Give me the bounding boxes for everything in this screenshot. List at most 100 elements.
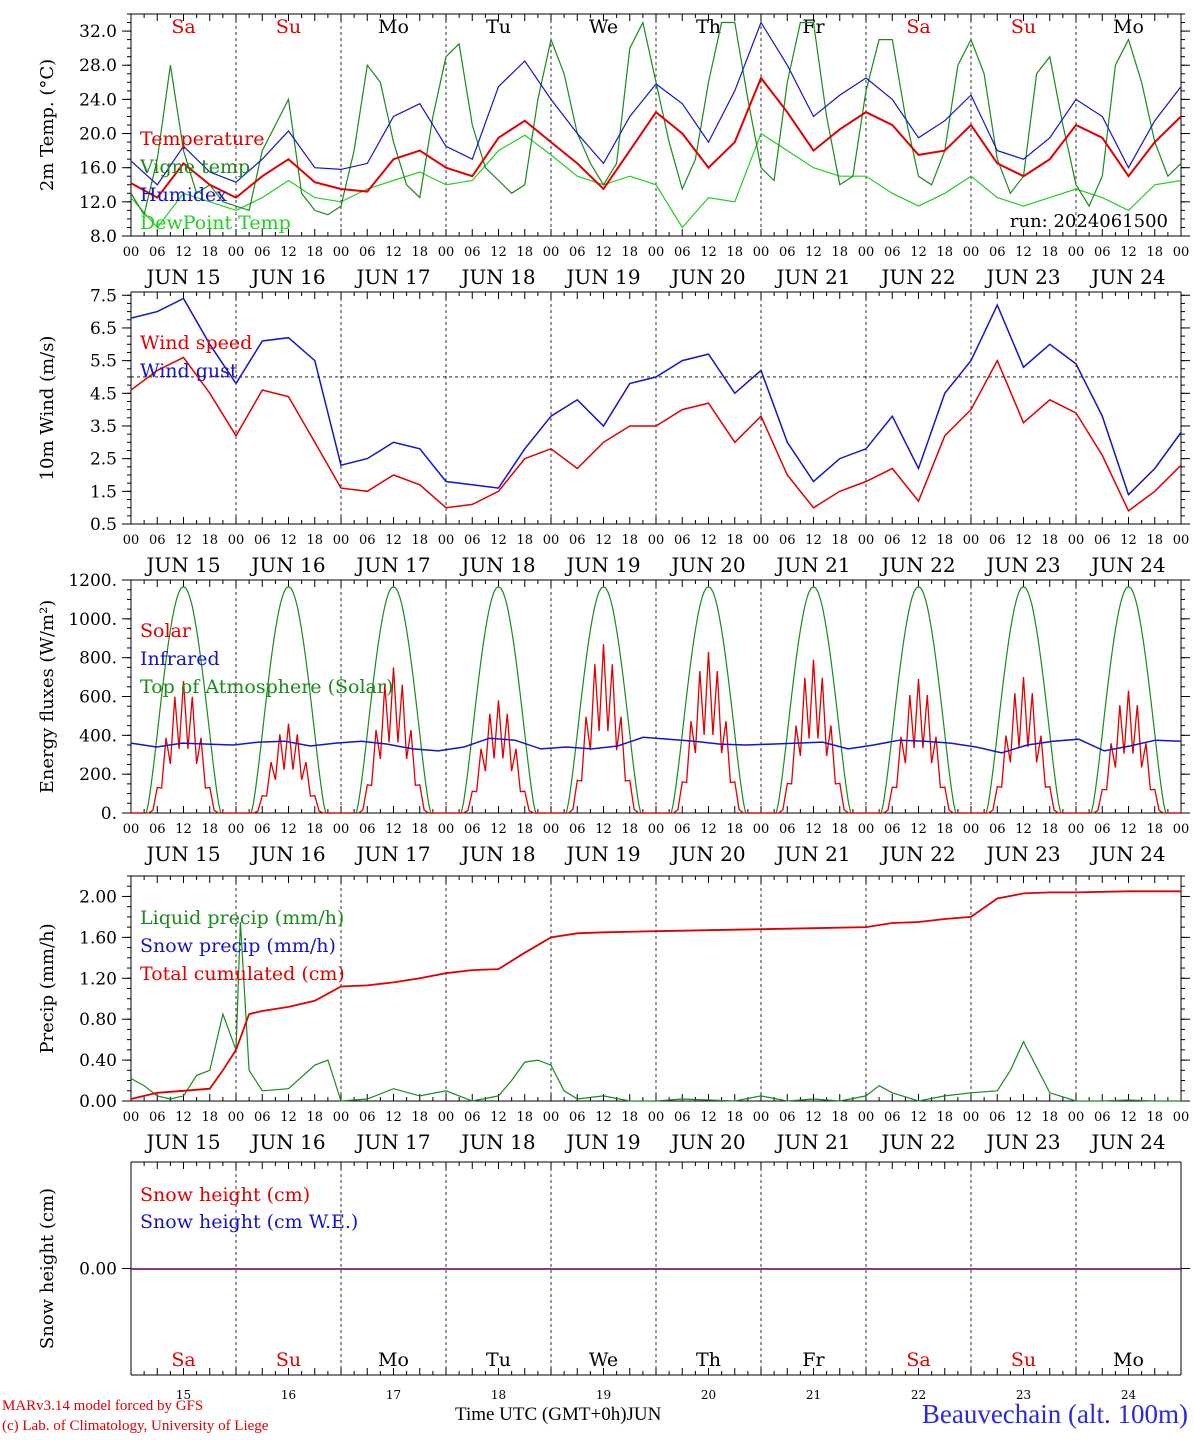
x-date-label: JUN 17 xyxy=(354,842,430,866)
x-hour-label: 12 xyxy=(280,1110,297,1125)
x-hour-label: 18 xyxy=(411,1110,428,1125)
x-hour-label: 12 xyxy=(595,822,612,837)
x-hour-label: 18 xyxy=(201,245,218,260)
x-date-label: JUN 22 xyxy=(879,1130,955,1154)
x-date-label: JUN 15 xyxy=(144,1130,220,1154)
x-hour-label: 00 xyxy=(648,1110,665,1125)
y-tick-label: 20.0 xyxy=(79,125,117,145)
day-of-week-label: Sa xyxy=(171,16,195,38)
x-hour-label: 18 xyxy=(726,822,743,837)
x-date-label: JUN 21 xyxy=(774,553,850,577)
x-hour-label: 00 xyxy=(963,245,980,260)
day-of-week-label: Fr xyxy=(802,1349,825,1371)
y-tick-label: 1000. xyxy=(68,610,117,630)
x-hour-label: 06 xyxy=(359,1110,376,1125)
x-hour-label: 12 xyxy=(700,533,717,548)
x-hour-label: 06 xyxy=(989,822,1006,837)
y-tick-label: 600. xyxy=(79,688,117,708)
x-hour-label: 00 xyxy=(123,245,140,260)
x-hour-label: 18 xyxy=(1041,533,1058,548)
x-hour-label: 18 xyxy=(831,533,848,548)
x-hour-label: 00 xyxy=(438,533,455,548)
x-hour-label: 12 xyxy=(910,533,927,548)
x-date-label: JUN 16 xyxy=(249,1130,325,1154)
day-of-week-label: Su xyxy=(1011,1349,1036,1371)
y-axis-label: 10m Wind (m/s) xyxy=(37,336,58,481)
day-of-week-label: Sa xyxy=(171,1349,195,1371)
x-hour-label: 00 xyxy=(858,245,875,260)
x-date-label: JUN 24 xyxy=(1089,1130,1165,1154)
day-of-week-label: Mo xyxy=(378,16,409,38)
x-hour-label: 06 xyxy=(149,245,166,260)
series-temperature xyxy=(130,76,1182,199)
y-tick-label: 1200. xyxy=(68,571,117,591)
y-tick-label: 0.80 xyxy=(79,1010,117,1030)
x-hour-label: 06 xyxy=(464,533,481,548)
x-hour-label: 00 xyxy=(648,533,665,548)
x-date-label: JUN 21 xyxy=(774,842,850,866)
x-date-label: JUN 24 xyxy=(1089,265,1165,289)
y-tick-label: 2.5 xyxy=(90,450,117,470)
x-hour-label: 18 xyxy=(201,533,218,548)
day-of-week-label: Tu xyxy=(486,16,511,38)
y-tick-label: 0.00 xyxy=(79,1260,117,1280)
day-of-week-label: Tu xyxy=(486,1349,511,1371)
series-humidex xyxy=(130,21,1182,186)
x-hour-label: 00 xyxy=(543,822,560,837)
lab-credit: (c) Lab. of Climatology, University of L… xyxy=(2,1418,269,1434)
y-tick-label: 24.0 xyxy=(79,90,117,110)
x-hour-label: 00 xyxy=(1068,822,1085,837)
legend-entry: Wind speed xyxy=(140,332,252,354)
x-hour-label: 12 xyxy=(805,245,822,260)
y-axis-label: 2m Temp. (°C) xyxy=(37,59,58,191)
panel-2 xyxy=(122,291,1190,525)
day-number-label: 20 xyxy=(701,1388,716,1402)
x-hour-label: 18 xyxy=(1041,245,1058,260)
x-date-label: JUN 20 xyxy=(669,1130,745,1154)
series-dewpoint-temp xyxy=(130,132,1182,229)
x-hour-label: 06 xyxy=(359,245,376,260)
x-hour-label: 12 xyxy=(805,1110,822,1125)
x-hour-label: 06 xyxy=(1094,822,1111,837)
x-hour-label: 12 xyxy=(1015,533,1032,548)
x-date-label: JUN 23 xyxy=(984,842,1060,866)
x-date-label: JUN 20 xyxy=(669,553,745,577)
x-hour-label: 00 xyxy=(963,1110,980,1125)
x-hour-label: 00 xyxy=(333,245,350,260)
legend-entry: Snow precip (mm/h) xyxy=(140,935,336,957)
x-date-label: JUN 15 xyxy=(144,553,220,577)
x-date-label: JUN 16 xyxy=(249,842,325,866)
x-hour-label: 06 xyxy=(464,822,481,837)
x-hour-label: 06 xyxy=(569,533,586,548)
x-hour-label: 12 xyxy=(280,533,297,548)
x-hour-label: 00 xyxy=(858,1110,875,1125)
day-of-week-label: Sa xyxy=(906,16,930,38)
x-date-label: JUN 20 xyxy=(669,842,745,866)
x-hour-label: 12 xyxy=(175,533,192,548)
x-hour-label: 06 xyxy=(149,1110,166,1125)
legend-entry: Top of Atmosphere (Solar) xyxy=(140,676,393,698)
x-hour-label: 00 xyxy=(123,822,140,837)
y-tick-label: 1.60 xyxy=(79,928,117,948)
x-hour-label: 18 xyxy=(516,245,533,260)
model-credit: MARv3.14 model forced by GFS xyxy=(2,1398,204,1414)
y-tick-label: 12.0 xyxy=(79,193,117,213)
x-hour-label: 00 xyxy=(333,533,350,548)
x-hour-label: 18 xyxy=(516,1110,533,1125)
x-hour-label: 12 xyxy=(595,533,612,548)
x-hour-label: 12 xyxy=(385,1110,402,1125)
x-hour-label: 18 xyxy=(1146,533,1163,548)
legend-entry: Liquid precip (mm/h) xyxy=(140,907,344,929)
x-hour-label: 12 xyxy=(490,1110,507,1125)
x-hour-label: 00 xyxy=(753,245,770,260)
day-of-week-label: Su xyxy=(1011,16,1036,38)
x-hour-label: 06 xyxy=(464,1110,481,1125)
day-number-label: 15 xyxy=(176,1388,191,1402)
x-hour-label: 06 xyxy=(884,1110,901,1125)
x-hour-label: 18 xyxy=(831,245,848,260)
x-hour-label: 18 xyxy=(411,822,428,837)
legend-entry: Solar xyxy=(140,620,192,642)
x-hour-label: 18 xyxy=(831,822,848,837)
legend-entry: Infrared xyxy=(140,648,220,670)
x-date-label: JUN 15 xyxy=(144,265,220,289)
